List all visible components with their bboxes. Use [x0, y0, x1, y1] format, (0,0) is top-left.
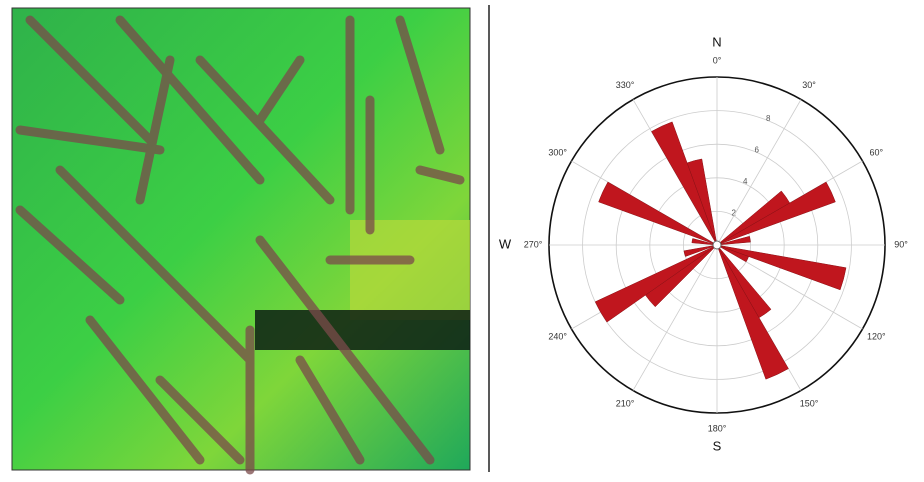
r-tick-label: 8	[766, 114, 771, 123]
angle-tick-label: 90°	[894, 239, 908, 249]
center	[713, 241, 721, 249]
angle-tick-label: 150°	[800, 399, 819, 409]
angle-tick-label: 240°	[548, 331, 567, 341]
r-tick-label: 4	[743, 177, 748, 186]
petal	[595, 245, 717, 322]
rose-diagram: 24680°30°60°90°120°150°180°210°240°270°3…	[499, 34, 924, 453]
compass-label: W	[499, 236, 512, 251]
map-valley	[255, 310, 470, 350]
angle-tick-label: 30°	[802, 80, 816, 90]
compass-label: S	[713, 438, 722, 453]
angle-tick-label: 0°	[713, 55, 722, 65]
angle-tick-label: 300°	[548, 147, 567, 157]
terrain-map	[12, 8, 470, 470]
angle-tick-label: 270°	[524, 239, 543, 249]
angle-tick-label: 120°	[867, 331, 886, 341]
angle-tick-label: 60°	[870, 147, 884, 157]
angle-tick-label: 180°	[708, 423, 727, 433]
map-highland	[350, 220, 470, 320]
angle-tick-label: 330°	[616, 80, 635, 90]
compass-label: N	[712, 34, 721, 49]
figure: 24680°30°60°90°120°150°180°210°240°270°3…	[0, 0, 924, 477]
angle-tick-label: 210°	[616, 399, 635, 409]
r-tick-label: 6	[754, 145, 759, 154]
